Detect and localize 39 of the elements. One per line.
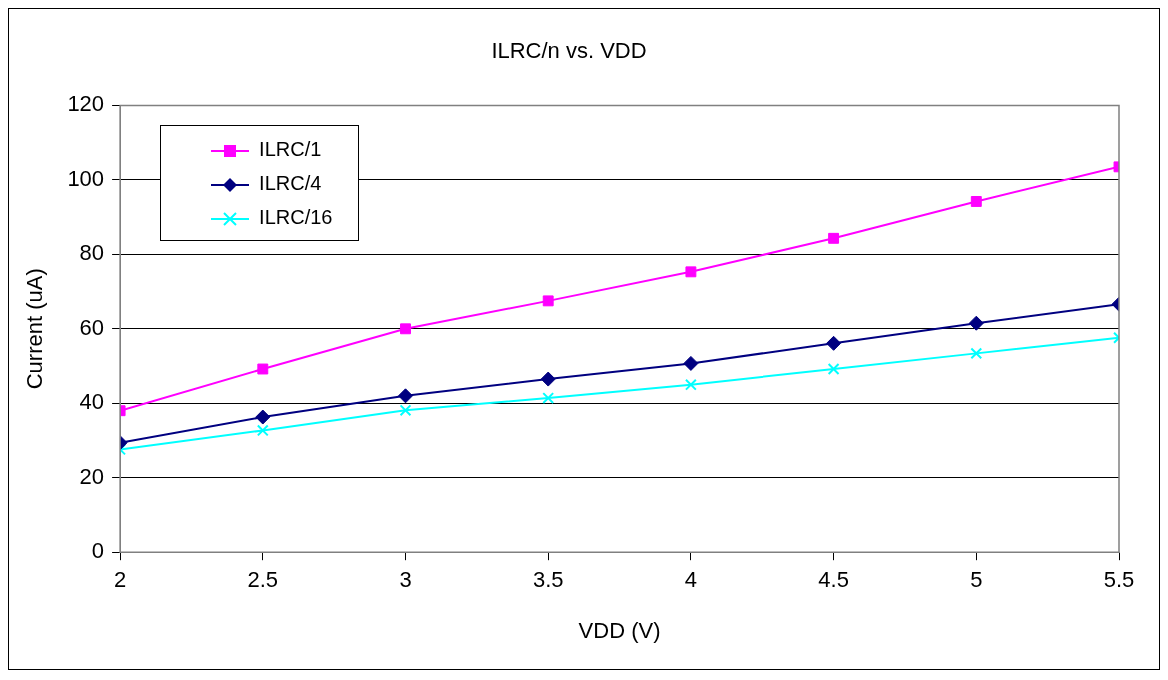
y-tick-label: 80 (79, 240, 105, 266)
x-tick-label: 5.5 (1103, 567, 1135, 593)
point (826, 335, 842, 351)
legend-label: ILRC/1 (259, 138, 322, 161)
point (970, 196, 982, 207)
y-tick-label: 100 (67, 165, 105, 191)
point (542, 392, 555, 404)
point (542, 295, 554, 307)
point (257, 363, 269, 375)
legend-label: ILRC/4 (259, 172, 322, 195)
y-tick-label: 0 (91, 538, 105, 564)
chart-title: ILRC/n vs. VDD (491, 38, 647, 64)
point (684, 378, 697, 391)
x-tick-label: 5 (970, 567, 983, 593)
point (540, 371, 556, 387)
x-tick-label: 3 (399, 567, 412, 593)
y-tick-label: 20 (79, 463, 105, 489)
point (685, 266, 697, 278)
x-tick-label: 4 (684, 567, 698, 593)
point (828, 232, 840, 244)
x-tick-label: 3.5 (532, 567, 564, 593)
point (827, 363, 840, 375)
x-tick-label: 4.5 (818, 567, 849, 593)
y-tick-label: 120 (67, 91, 105, 117)
legend-label: ILRC/16 (259, 206, 333, 229)
point (255, 409, 271, 425)
point (970, 347, 983, 360)
y-axis-title: Current (uA) (22, 268, 48, 390)
x-tick-label: 2.5 (247, 567, 279, 593)
point (400, 323, 411, 335)
x-tick-label: 2 (113, 567, 127, 593)
y-tick-label: 40 (79, 389, 105, 415)
point (256, 424, 269, 437)
point (968, 315, 984, 331)
point (398, 388, 413, 404)
point (399, 404, 412, 417)
y-tick-label: 60 (79, 314, 105, 340)
x-axis-title: VDD (V) (578, 617, 661, 643)
point (683, 355, 699, 371)
